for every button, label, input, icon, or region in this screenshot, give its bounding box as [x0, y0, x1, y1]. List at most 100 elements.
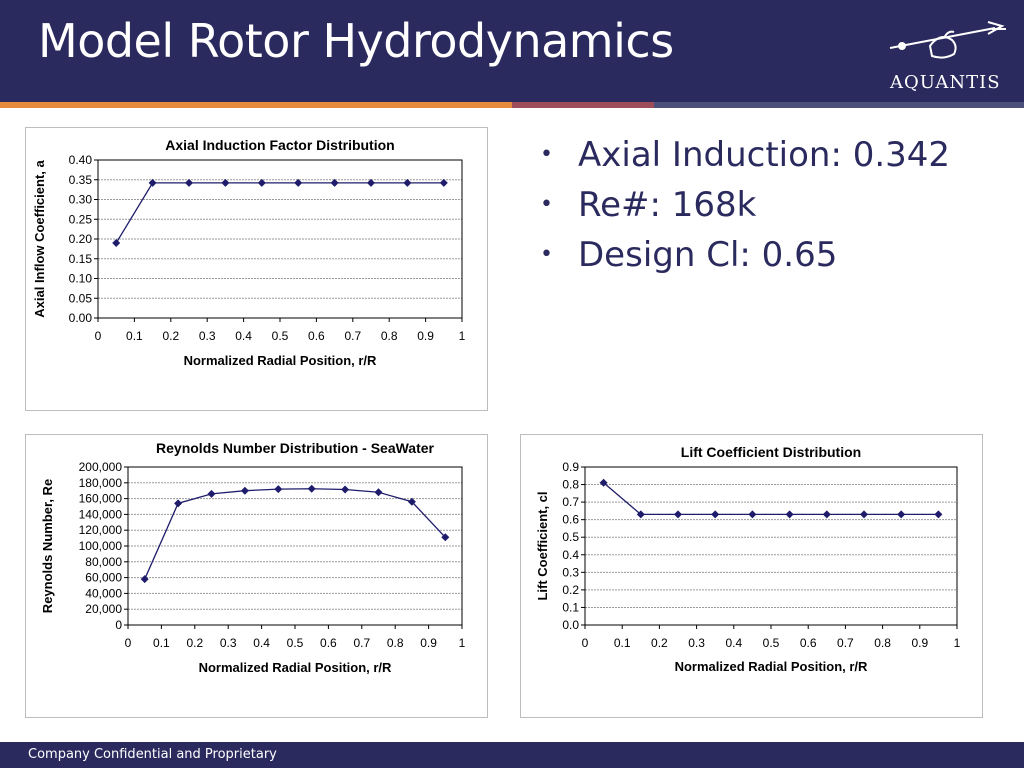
- data-point: [185, 178, 193, 187]
- y-tick-label: 80,000: [85, 555, 122, 569]
- data-point: [294, 178, 303, 187]
- x-tick-label: 0.5: [763, 636, 780, 650]
- x-tick-label: 0: [125, 636, 132, 650]
- x-tick-label: 0.4: [235, 329, 252, 343]
- data-point: [307, 484, 316, 493]
- trident-figure-icon: [889, 21, 1006, 59]
- x-tick-label: 0.6: [320, 636, 337, 650]
- data-point: [439, 178, 448, 187]
- y-tick-label: 0.1: [562, 600, 579, 614]
- y-tick-label: 0.9: [562, 460, 579, 474]
- x-tick-label: 0.3: [688, 636, 705, 650]
- chart-title: Axial Induction Factor Distribution: [165, 137, 394, 153]
- x-tick-label: 0.8: [381, 329, 398, 343]
- data-point: [711, 510, 720, 519]
- data-point: [897, 510, 906, 519]
- y-tick-label: 20,000: [85, 602, 122, 616]
- data-point: [140, 575, 149, 584]
- series-line: [115, 182, 444, 244]
- y-tick-label: 160,000: [79, 492, 123, 506]
- bullet-reynolds: • Re#: 168k: [540, 185, 757, 225]
- bullet-text: Axial Induction: 0.342: [578, 135, 951, 175]
- data-point: [748, 510, 757, 519]
- data-point: [822, 510, 831, 519]
- y-tick-label: 0.15: [69, 252, 93, 266]
- y-tick-label: 0.05: [69, 291, 93, 305]
- data-point: [257, 178, 266, 187]
- x-tick-label: 0.4: [253, 636, 270, 650]
- bullet-text: Re#: 168k: [578, 185, 757, 225]
- y-tick-label: 100,000: [79, 539, 123, 553]
- footer-bar: Company Confidential and Proprietary: [0, 742, 1024, 768]
- footer-text: Company Confidential and Proprietary: [28, 747, 277, 762]
- data-point: [599, 478, 608, 487]
- x-tick-label: 0.1: [153, 636, 170, 650]
- chart-svg: Reynolds Number Distribution - SeaWater 0…: [40, 440, 466, 675]
- y-tick-label: 40,000: [85, 586, 122, 600]
- axial-induction-chart: Axial Induction Factor Distribution 0.00 0…: [25, 127, 488, 411]
- x-tick-label: 0.2: [651, 636, 668, 650]
- accent-stripe: [0, 102, 1024, 108]
- x-tick-label: 0.2: [162, 329, 179, 343]
- bullet-text: Design Cl: 0.65: [578, 235, 838, 275]
- y-tick-label: 0.10: [69, 272, 93, 286]
- x-tick-label: 0.2: [186, 636, 203, 650]
- bullet-design-cl: • Design Cl: 0.65: [540, 235, 838, 275]
- x-tick-label: 0.7: [353, 636, 370, 650]
- key-results-list: • Axial Induction: 0.342 • Re#: 168k • Desi…: [538, 130, 950, 280]
- data-point: [330, 178, 339, 187]
- x-tick-label: 0.7: [837, 636, 854, 650]
- y-tick-label: 0.6: [562, 513, 579, 527]
- data-point: [403, 178, 412, 187]
- y-axis-label: Axial Inflow Coefficient, a: [32, 159, 47, 317]
- slide-title: Model Rotor Hydrodynamics: [38, 14, 674, 68]
- chart-svg: Lift Coefficient Distribution 0.0 0.1 0.2 0.…: [535, 444, 961, 674]
- plot-area-border: [584, 466, 958, 626]
- y-tick-label: 0.4: [562, 548, 579, 562]
- plot-area-border: [97, 159, 463, 319]
- x-tick-label: 0.7: [344, 329, 361, 343]
- data-point: [174, 499, 183, 508]
- x-axis-label: Normalized Radial Position, r/R: [675, 659, 868, 674]
- series-line: [603, 482, 939, 516]
- x-tick-label: 1: [459, 636, 466, 650]
- x-tick-label: 0.9: [417, 329, 434, 343]
- y-tick-label: 0.35: [69, 173, 93, 187]
- x-tick-label: 0.1: [126, 329, 143, 343]
- y-tick-label: 0.3: [562, 565, 579, 579]
- data-point: [374, 488, 383, 497]
- data-point: [367, 178, 375, 187]
- data-point: [240, 486, 249, 495]
- y-tick-label: 140,000: [79, 507, 123, 521]
- x-axis-label: Normalized Radial Position, r/R: [199, 660, 392, 675]
- x-tick-label: 0: [95, 329, 102, 343]
- y-tick-label: 0.2: [562, 583, 579, 597]
- data-point: [221, 178, 230, 187]
- data-point: [148, 178, 157, 187]
- x-tick-label: 0.4: [725, 636, 742, 650]
- y-tick-label: 0.8: [562, 478, 579, 492]
- data-point: [860, 510, 868, 519]
- chart-svg: Axial Induction Factor Distribution0.000…: [32, 137, 466, 368]
- x-tick-label: 0.8: [387, 636, 404, 650]
- bullet-axial-induction: • Axial Induction: 0.342: [540, 135, 951, 175]
- y-tick-label: 0.25: [69, 212, 93, 226]
- x-tick-label: 0.5: [272, 329, 289, 343]
- y-tick-label: 0.5: [562, 530, 579, 544]
- x-tick-label: 0.9: [420, 636, 437, 650]
- data-point: [441, 533, 450, 542]
- reynolds-number-chart: Reynolds Number Distribution - SeaWater 0…: [25, 434, 488, 718]
- y-tick-label: 0.20: [69, 232, 93, 246]
- x-tick-label: 0.3: [199, 329, 216, 343]
- y-tick-label: 0.30: [69, 193, 93, 207]
- data-point: [407, 497, 416, 506]
- x-tick-label: 0.5: [287, 636, 304, 650]
- x-tick-label: 0.6: [308, 329, 325, 343]
- y-tick-label: 0.00: [69, 311, 93, 325]
- y-axis-label: Lift Coefficient, cl: [535, 491, 550, 600]
- series-line: [144, 488, 446, 580]
- y-tick-label: 180,000: [79, 476, 123, 490]
- x-tick-label: 0.9: [911, 636, 928, 650]
- logo-text: AQUANTIS: [890, 72, 1001, 93]
- x-tick-label: 0: [582, 636, 589, 650]
